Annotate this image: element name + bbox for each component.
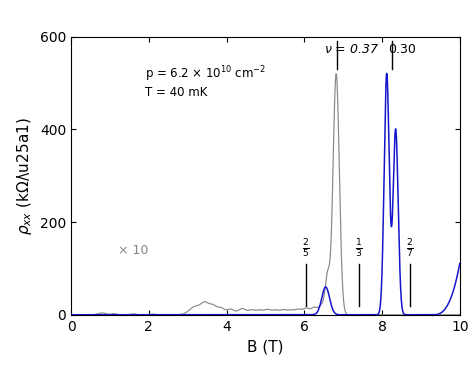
Text: $\frac{2}{7}$: $\frac{2}{7}$ — [406, 238, 414, 260]
Text: $\frac{1}{3}$: $\frac{1}{3}$ — [355, 238, 363, 260]
Text: × 10: × 10 — [118, 243, 148, 257]
Text: 0.30: 0.30 — [388, 42, 416, 56]
Text: $\nu$ = 0.37: $\nu$ = 0.37 — [324, 42, 379, 56]
Text: p = 6.2 × 10$^{10}$ cm$^{-2}$
T = 40 mK: p = 6.2 × 10$^{10}$ cm$^{-2}$ T = 40 mK — [145, 64, 266, 99]
Text: $\frac{2}{5}$: $\frac{2}{5}$ — [302, 238, 310, 260]
Y-axis label: $\rho_{xx}$ (k$\Omega$/\u25a1): $\rho_{xx}$ (k$\Omega$/\u25a1) — [15, 117, 34, 235]
X-axis label: B (T): B (T) — [247, 339, 284, 354]
